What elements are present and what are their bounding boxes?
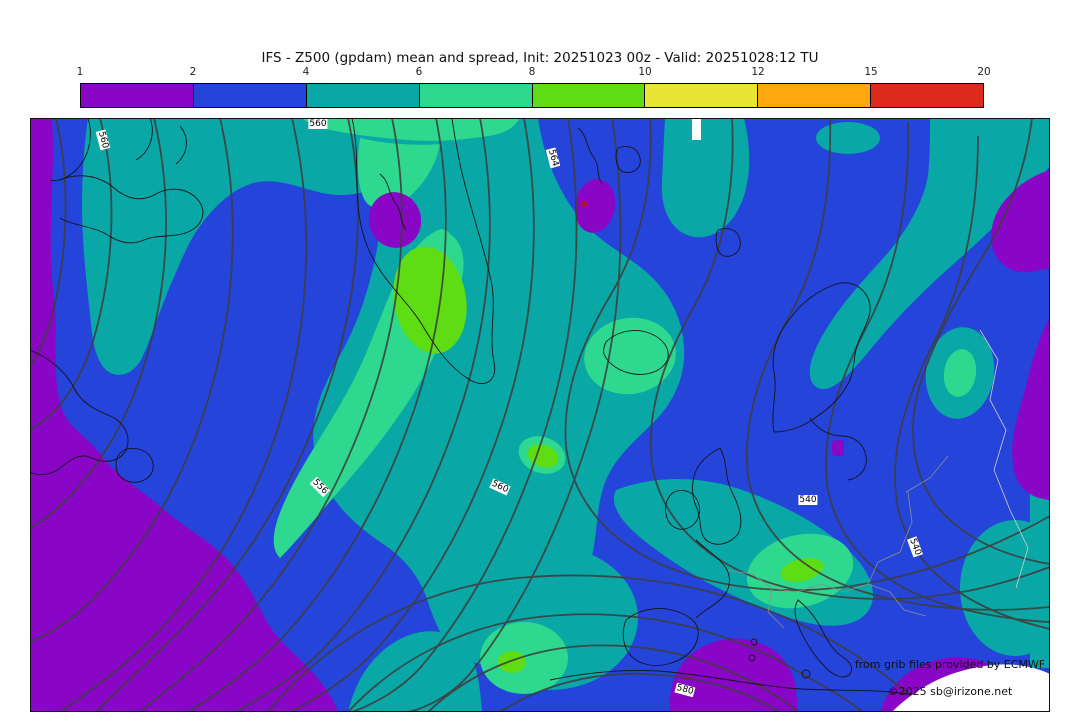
colorbar-segment-15-20: [871, 84, 983, 107]
colorbar-tick-6: 6: [415, 66, 423, 78]
colorbar-tick-4: 4: [302, 66, 310, 78]
colorbar-segment-12-15: [758, 84, 872, 107]
colorbar-tick-1: 1: [76, 66, 84, 78]
colorbar-segment-6-8: [419, 84, 533, 107]
red-speck: [581, 201, 587, 207]
country-borders-east: [979, 329, 1029, 589]
colorbar-segment-1-2: [81, 84, 194, 107]
colorbar-tick-12: 12: [751, 66, 765, 78]
colorbar-tick-10: 10: [638, 66, 652, 78]
map-svg: [30, 118, 1050, 712]
map-area: 560 560 564 556 560 540 540 580 from grib files…: [30, 118, 1050, 712]
page-title: IFS - Z500 (gpdam) mean and spread, Init…: [261, 50, 819, 66]
colorbar-legend: 1 2 4 6 8 10 12 15 20: [76, 66, 991, 110]
country-borders: [725, 455, 949, 629]
attribution-line2: ©2025 sb@irizone.net: [887, 685, 1013, 698]
nodata-wedge: [892, 664, 1050, 712]
colorbar-ticks: 1 2 4 6 8 10 12 15 20: [76, 66, 991, 80]
colorbar-segment-2-4: [193, 84, 307, 107]
colorbar-segment-4-6: [306, 84, 420, 107]
colorbar: [80, 83, 984, 108]
z500-contours: [30, 118, 1050, 712]
colorbar-segment-10-12: [645, 84, 759, 107]
colorbar-tick-15: 15: [864, 66, 878, 78]
colorbar-segment-8-10: [532, 84, 646, 107]
colorbar-tick-8: 8: [528, 66, 536, 78]
colorbar-tick-2: 2: [189, 66, 197, 78]
nodata-slot: [692, 118, 701, 140]
map-frame: [30, 118, 1050, 712]
attribution-line1: from grib files provided by ECMWF: [854, 658, 1046, 671]
colorbar-tick-20: 20: [977, 66, 991, 78]
